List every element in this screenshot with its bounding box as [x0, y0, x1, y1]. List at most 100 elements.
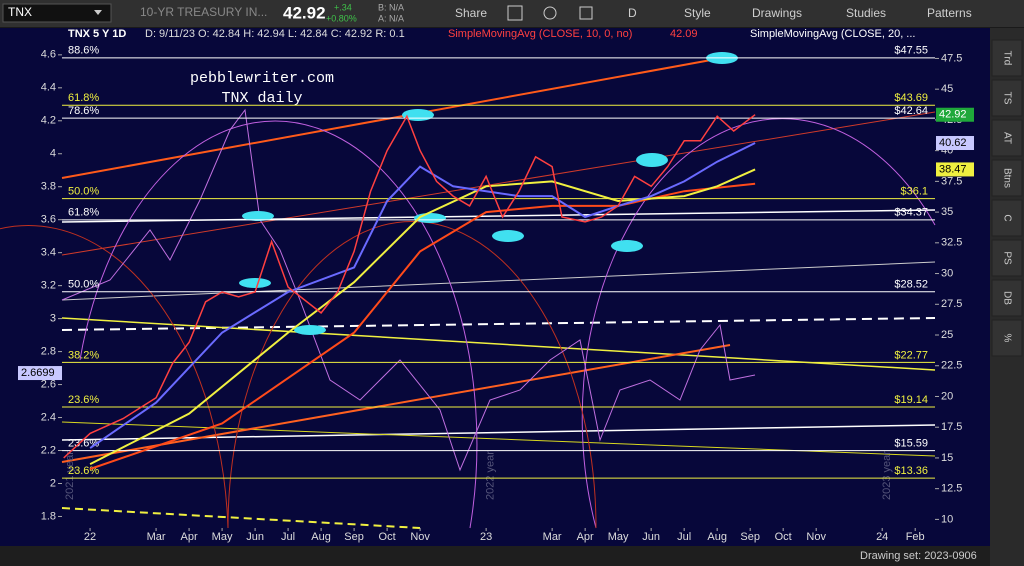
icon[interactable]	[543, 6, 557, 20]
price-badge-label: 2.6699	[21, 367, 55, 379]
x-tick-label: Mar	[147, 531, 166, 543]
x-tick-label: Nov	[410, 531, 430, 543]
side-tab-label[interactable]: Trd	[1001, 51, 1012, 66]
price-badge	[936, 162, 974, 177]
drawings-button[interactable]: Drawings	[752, 6, 802, 20]
y-tick-label: 15	[941, 452, 953, 464]
last-price: 42.92	[283, 3, 326, 22]
moving-average	[89, 168, 756, 465]
y2-tick-label: 2.2	[41, 444, 56, 456]
y2-tick-label: 4.4	[41, 82, 56, 94]
status-bar	[0, 546, 990, 566]
year-watermark: 2021 year	[64, 451, 76, 500]
side-tab-label[interactable]: C	[1001, 214, 1012, 221]
trendline	[61, 111, 936, 256]
y2-tick-label: 3.6	[41, 214, 56, 226]
oscillator	[61, 108, 756, 472]
level-ratio: 23.6%	[68, 394, 99, 406]
x-tick-label: Sep	[344, 531, 364, 543]
studies-button[interactable]: Studies	[846, 6, 886, 20]
side-tab-label[interactable]: PS	[1001, 251, 1012, 265]
y2-tick-label: 2	[50, 477, 56, 489]
side-tab[interactable]	[991, 239, 1023, 277]
x-tick-label: Nov	[806, 531, 826, 543]
y-tick-label: 47.5	[941, 52, 962, 64]
x-tick-label: Jun	[246, 531, 264, 543]
chart-title: TNX 5 Y 1D	[68, 28, 126, 40]
period-button[interactable]: D	[628, 6, 637, 20]
y-tick-label: 27.5	[941, 298, 962, 310]
y-tick-label: 45	[941, 83, 953, 95]
share-button[interactable]: Share	[455, 6, 487, 20]
patterns-button[interactable]: Patterns	[927, 6, 972, 20]
moving-average	[89, 182, 756, 470]
trendline	[61, 344, 731, 463]
level-price: $19.14	[894, 394, 928, 406]
trendline	[61, 261, 936, 301]
level-ratio: 50.0%	[68, 279, 99, 291]
ellipse	[242, 211, 274, 221]
side-tab-label[interactable]: TS	[1001, 92, 1012, 105]
side-tab-label[interactable]: %	[1001, 334, 1012, 343]
description: 10-YR TREASURY IN...	[140, 5, 267, 19]
x-tick-label: Oct	[379, 531, 396, 543]
style-button[interactable]: Style	[684, 6, 711, 20]
icon[interactable]	[507, 5, 523, 21]
y2-tick-label: 3.2	[41, 280, 56, 292]
y-tick-label: 25	[941, 329, 953, 341]
side-tab[interactable]	[991, 79, 1023, 117]
side-tab[interactable]	[991, 199, 1023, 237]
level-ratio: 61.8%	[68, 207, 99, 219]
price-badge-label: 40.62	[939, 137, 967, 149]
y2-tick-label: 3.8	[41, 181, 56, 193]
y-tick-label: 32.5	[941, 237, 962, 249]
side-tab-label[interactable]: AT	[1001, 132, 1012, 144]
x-tick-label: 22	[84, 531, 96, 543]
year-watermark: 2023 year	[881, 451, 893, 500]
level-price: $42.64	[894, 105, 928, 117]
x-tick-label: Apr	[577, 531, 594, 543]
side-tab[interactable]	[991, 279, 1023, 317]
x-tick-label: Aug	[311, 531, 331, 543]
x-tick-label: Aug	[707, 531, 727, 543]
trendline	[61, 317, 936, 371]
side-tab-label[interactable]: DB	[1001, 291, 1012, 305]
y2-tick-label: 3.4	[41, 247, 56, 259]
price-badge	[18, 366, 62, 381]
icon[interactable]	[579, 6, 593, 20]
price-line	[63, 114, 756, 459]
level-ratio: 61.8%	[68, 92, 99, 104]
side-tab[interactable]	[991, 319, 1023, 357]
side-tab-label[interactable]: Btns	[1001, 168, 1012, 188]
x-tick-label: Jul	[281, 531, 295, 543]
price-badge-label: 42.92	[939, 109, 967, 121]
y-tick-label: 17.5	[941, 421, 962, 433]
arc	[581, 118, 936, 529]
dropdown-arrow[interactable]	[94, 10, 102, 15]
level-ratio: 50.0%	[68, 185, 99, 197]
x-tick-label: Jul	[677, 531, 691, 543]
level-price: $47.55	[894, 45, 928, 57]
y2-tick-label: 2.8	[41, 346, 56, 358]
bid: B: N/A	[378, 2, 404, 12]
side-tab[interactable]	[991, 39, 1023, 77]
x-tick-label: Oct	[775, 531, 792, 543]
y2-tick-label: 4.2	[41, 115, 56, 127]
level-price: $13.36	[894, 465, 928, 477]
symbol-box[interactable]	[2, 3, 112, 23]
moving-average	[89, 142, 756, 449]
symbol[interactable]: TNX	[8, 5, 32, 19]
x-tick-label: May	[608, 531, 629, 543]
side-tab[interactable]	[991, 119, 1023, 157]
trendline	[61, 507, 421, 529]
x-tick-label: Feb	[906, 531, 925, 543]
study-value: 42.09	[670, 28, 698, 40]
year-watermark: 2022 year	[485, 451, 497, 500]
drawing-set[interactable]: Drawing set: 2023-0906	[860, 550, 977, 562]
side-tab[interactable]	[991, 159, 1023, 197]
x-tick-label: 23	[480, 531, 492, 543]
annotation: pebblewriter.com	[190, 70, 334, 87]
ellipse	[636, 153, 668, 167]
level-ratio: 38.2%	[68, 349, 99, 361]
